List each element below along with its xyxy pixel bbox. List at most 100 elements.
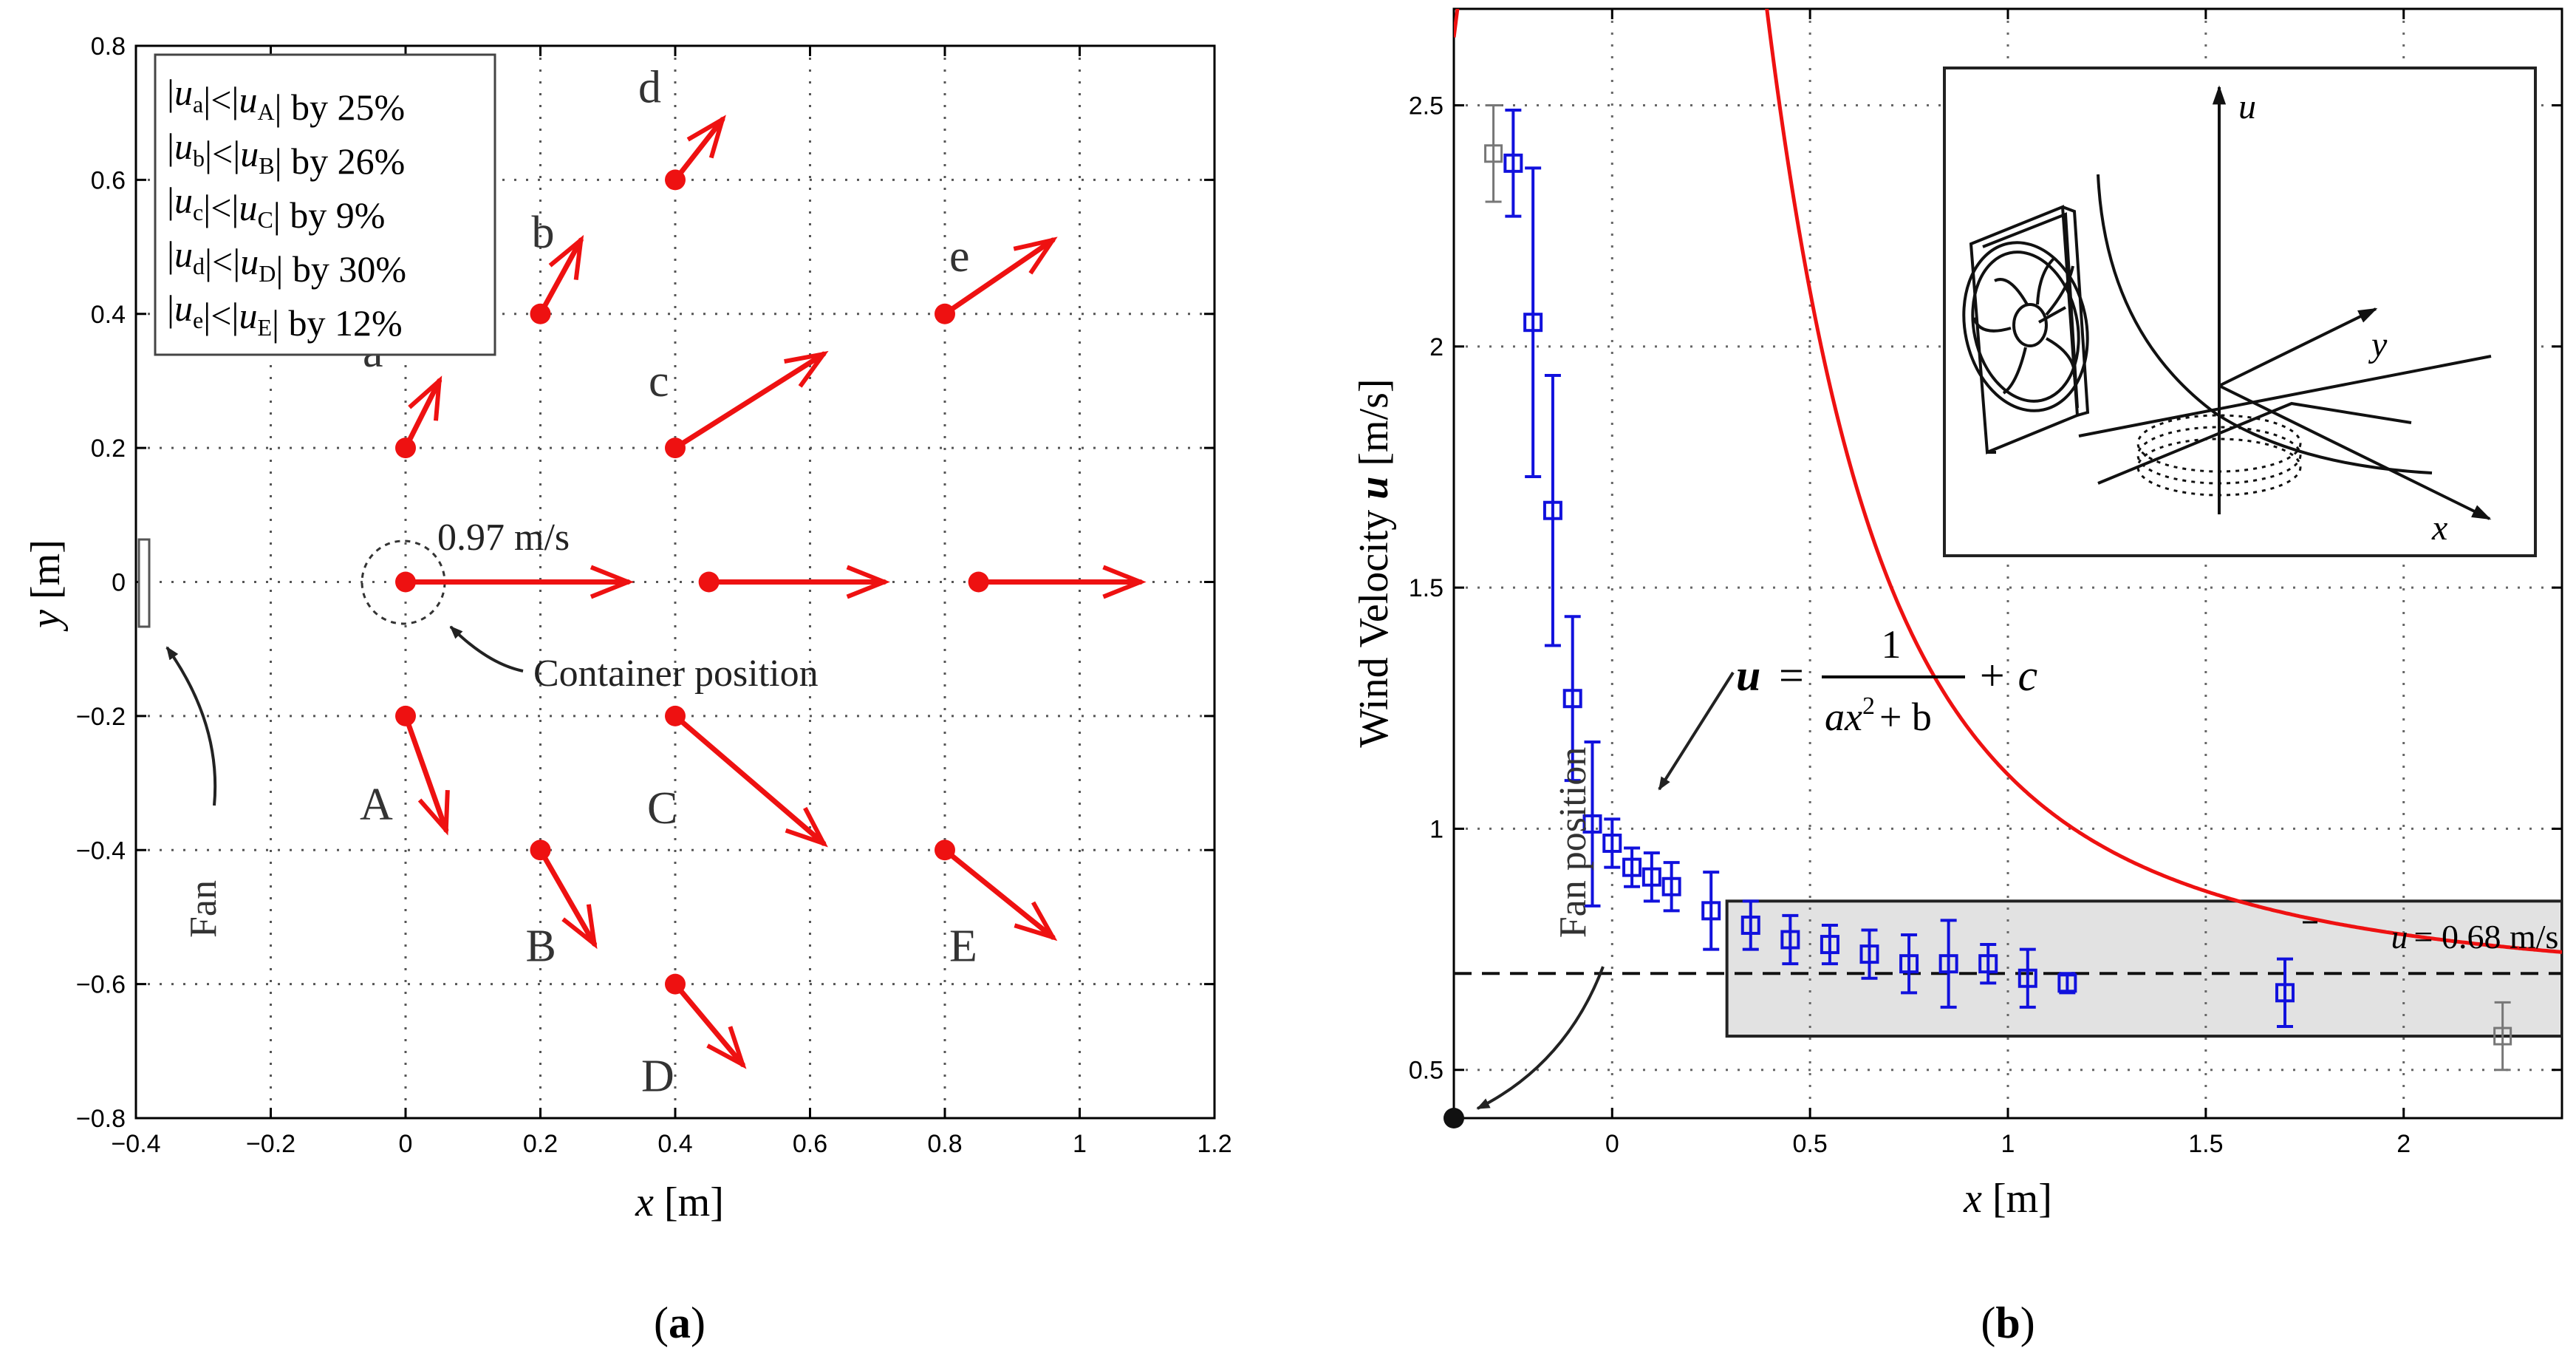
legend-row: |uc|<|uC| by 9%	[167, 180, 385, 236]
point-label-c: c	[649, 356, 669, 406]
data-point	[1622, 846, 1642, 888]
fan-pointer-arrow	[165, 646, 217, 806]
panel-a-y-axis-label: y [m]	[23, 539, 69, 632]
panel-b-ticks	[1454, 9, 2562, 1118]
point-label-B: B	[526, 921, 556, 971]
point-label-E: E	[949, 921, 977, 971]
y-tick-label: 0.4	[91, 301, 126, 329]
data-point	[2057, 972, 2077, 995]
svg-text:+ c: + c	[1977, 651, 2037, 700]
x-tick-label: −0.4	[111, 1130, 160, 1158]
vector-A	[395, 705, 450, 836]
y-tick-label: −0.6	[76, 971, 126, 999]
formula-pointer-arrow	[1658, 671, 1735, 791]
legend-row: |ua|<|uA| by 25%	[167, 72, 405, 128]
vector-E	[935, 840, 1058, 942]
x-tick-label: 0	[399, 1130, 413, 1158]
vector-origin-dot	[665, 973, 686, 995]
measured-points	[1503, 109, 2295, 1029]
x-tick-label: −0.2	[246, 1130, 295, 1158]
data-point	[1582, 740, 1602, 908]
point-label-A: A	[360, 780, 393, 830]
data-point	[1701, 871, 1721, 951]
vector-origin-dot	[665, 169, 686, 191]
fan-position-dot	[1444, 1108, 1464, 1128]
fit-curve	[1454, 9, 2562, 954]
inset-y-axis	[2218, 307, 2378, 387]
x-tick-label: 0.4	[657, 1130, 692, 1158]
vector-axis	[395, 565, 635, 599]
y-tick-label: 0.6	[91, 166, 126, 194]
svg-text:1: 1	[1882, 622, 1902, 667]
x-tick-label: 0.8	[927, 1130, 962, 1158]
inset-y-label: y	[2368, 325, 2388, 364]
data-point	[1740, 899, 1760, 951]
vector-e	[935, 236, 1058, 324]
data-point	[1899, 933, 1919, 995]
svg-text:ax2+ b: ax2 + b	[1825, 692, 1932, 739]
vector-origin-dot	[935, 840, 955, 861]
data-point	[1523, 166, 1543, 479]
y-tick-label: 0	[112, 569, 126, 597]
panel-a-x-axis-label: x [m]	[635, 1179, 724, 1225]
vector-b	[530, 234, 584, 324]
vector-origin-dot	[530, 303, 551, 324]
data-point	[1641, 851, 1661, 903]
data-point	[1661, 861, 1681, 913]
x-tick-label: 0.2	[523, 1130, 558, 1158]
fan-position-pointer-arrow	[1476, 966, 1605, 1110]
x-tick-label: 1.5	[2188, 1130, 2223, 1158]
legend-row: |ub|<|uB| by 26%	[167, 126, 405, 182]
vector-origin-dot	[665, 705, 686, 726]
y-tick-label: 0.5	[1409, 1057, 1444, 1085]
x-tick-label: 0.5	[1793, 1130, 1828, 1158]
panel-b-velocity-chart: 0 0.5 1 1.5 2 0.5 1 1.5 2 2.5 u = 0.68 m/s u = 1 a…	[1351, 7, 2563, 1347]
data-point	[2275, 957, 2295, 1029]
vector-origin-dot	[395, 437, 416, 459]
legend-row: |ud|<|uD| by 30%	[167, 234, 406, 290]
vector-C	[665, 705, 828, 848]
point-label-D: D	[641, 1052, 674, 1102]
inset-x-label: x	[2431, 508, 2447, 548]
data-point	[1780, 913, 1800, 966]
data-point	[2493, 1001, 2512, 1072]
y-tick-label: 2	[1429, 333, 1444, 361]
vector-axis	[968, 565, 1147, 599]
x-tick-label: 1.2	[1197, 1130, 1231, 1158]
x-tick-label: 1	[1073, 1130, 1087, 1158]
x-tick-label: 1	[2001, 1130, 2015, 1158]
container-pointer-arrow	[449, 625, 524, 673]
vector-origin-dot	[968, 571, 989, 593]
vector-origin-dot	[698, 571, 720, 593]
inset-u-label: u	[2238, 87, 2256, 126]
data-point	[1562, 615, 1582, 783]
panel-a-point-labels: aAbBcCdDeE	[360, 62, 977, 1101]
data-point	[1484, 104, 1503, 203]
container-position-label: Container position	[533, 653, 819, 695]
panel-a-legend: |ua|<|uA| by 25%|ub|<|uB| by 26%|uc|<|uC…	[154, 53, 496, 356]
data-point	[2018, 947, 2037, 1009]
legend-row: |ue|<|uE| by 12%	[167, 287, 403, 344]
speed-label: 0.97 m/s	[437, 517, 570, 559]
vector-origin-dot	[935, 303, 955, 324]
vector-a	[395, 375, 443, 459]
panel-a-vectors	[395, 115, 1147, 1069]
vector-D	[665, 973, 747, 1069]
fan-inset: u x y	[1943, 67, 2537, 557]
fan-marker	[137, 538, 151, 628]
panel-a-vector-chart: −0.4 −0.2 0 0.2 0.4 0.6 0.8 1 1.2 0.8 0.6 0.4 0.2 0 −0…	[23, 33, 1232, 1347]
panel-b-label: (b)	[1981, 1298, 2035, 1347]
svg-text:=: =	[1779, 651, 1804, 700]
panel-a-ticks	[134, 44, 1216, 1120]
data-point	[1820, 923, 1839, 966]
data-point	[1602, 817, 1622, 869]
data-point	[1542, 373, 1562, 647]
point-label-d: d	[638, 62, 661, 112]
y-tick-label: −0.2	[76, 703, 126, 731]
point-label-b: b	[532, 208, 555, 258]
panel-b-tick-labels: 0 0.5 1 1.5 2 0.5 1 1.5 2 2.5	[1409, 92, 2411, 1158]
vector-origin-dot	[395, 571, 416, 593]
vector-origin-dot	[395, 705, 416, 726]
vector-B	[530, 840, 598, 950]
y-tick-label: 1.5	[1409, 574, 1444, 602]
